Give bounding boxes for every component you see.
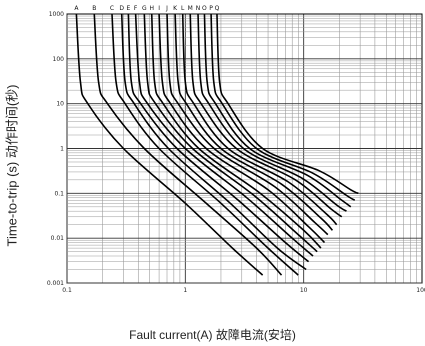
curve-h [150,13,322,249]
y-tick-label: 0.001 [47,280,64,287]
curve-g [143,13,318,253]
y-tick-label: 10 [56,101,64,108]
curve-label-f: F [134,5,138,12]
curve-label-m: M [188,5,193,12]
curve-j [166,13,329,236]
curve-n [197,13,347,212]
curve-label-p: P [209,5,213,12]
curve-d [120,13,307,271]
x-tick-label: 0.1 [62,287,72,294]
curve-label-d: D [119,5,124,12]
curve-label-k: K [173,5,178,12]
curve-label-b: B [92,5,96,12]
x-axis-label-text: Fault current(A) 故障电流(安培) [129,328,296,342]
curve-o [203,13,352,208]
curve-label-c: C [110,5,114,12]
curve-label-g: G [142,5,147,12]
curve-q [216,13,359,195]
curve-label-h: H [149,5,154,12]
curve-l [181,13,338,226]
curve-b [93,13,283,276]
curve-label-a: A [74,5,79,12]
curve-label-q: Q [215,5,220,12]
curve-m [189,13,343,218]
x-tick-label: 10 [300,287,308,294]
y-axis-label: Time-to-trip (s) 动作时间(秒) [0,45,22,285]
y-tick-label: 0.1 [54,190,64,197]
x-axis-label: Fault current(A) 故障电流(安培) [0,326,425,343]
y-axis-label-text: Time-to-trip (s) 动作时间(秒) [4,83,20,247]
curve-label-e: E [126,5,130,12]
x-tick-label: 1 [183,287,187,294]
y-tick-label: 0.01 [51,235,65,242]
y-tick-label: 1000 [49,11,64,18]
curve-e [127,13,310,263]
curve-f [134,13,314,257]
x-tick-label: 100 [416,287,425,294]
labels: 10001001010.10.010.0010.1110100ABCDEFGHI… [47,5,425,294]
curve-label-j: J [165,5,168,12]
curve-c [111,13,299,276]
curves [75,13,359,276]
curve-p [210,13,356,201]
curve-label-l: L [181,5,185,12]
curve-a [75,13,264,276]
y-tick-label: 1 [60,146,64,153]
curve-i [158,13,326,244]
curve-label-i: I [158,5,160,12]
curve-k [174,13,334,231]
curve-label-n: N [196,5,201,12]
y-tick-label: 100 [53,56,65,63]
curve-label-o: O [202,5,207,12]
